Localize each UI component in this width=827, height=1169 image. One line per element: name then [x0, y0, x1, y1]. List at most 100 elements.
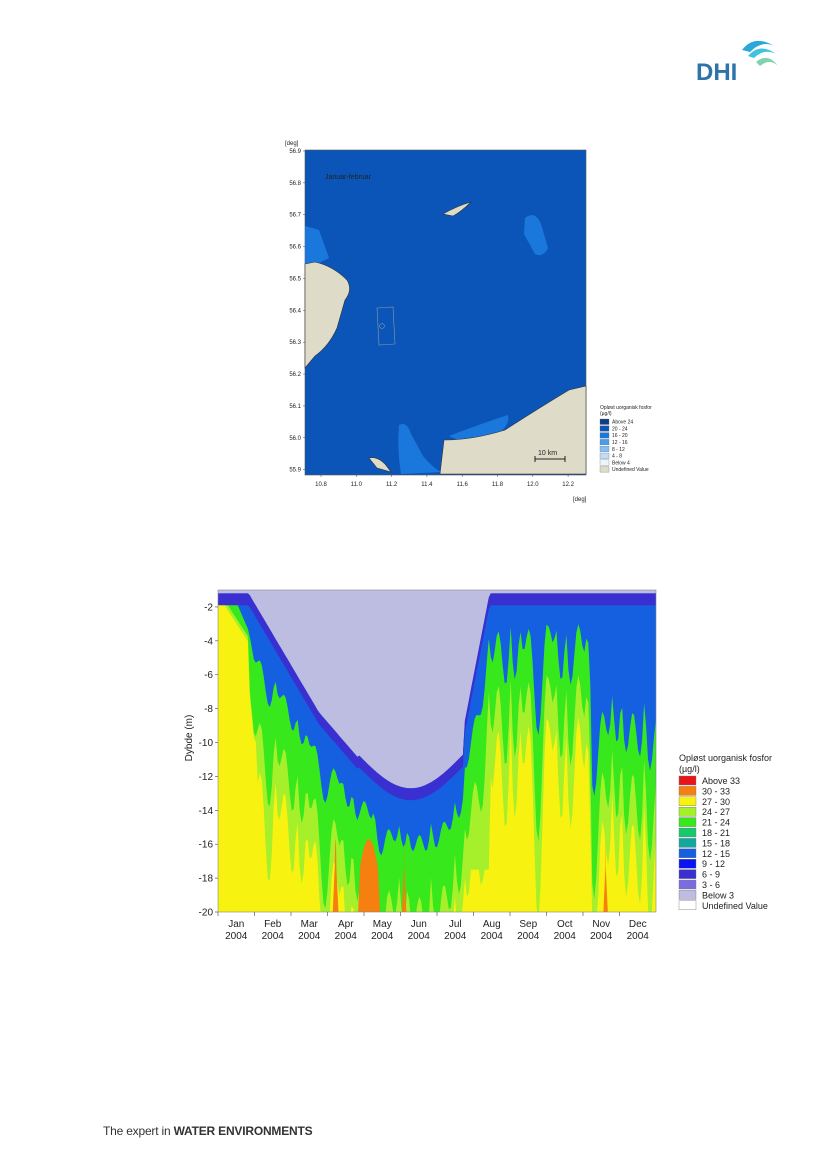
profile-legend-swatch: [678, 775, 697, 786]
island-north: [442, 201, 473, 217]
map-x-tick-label: 12.2: [562, 482, 574, 488]
map-y-tick-label: 56.8: [289, 181, 301, 187]
map-legend-swatch: [599, 466, 610, 473]
profile-year-label: 2004: [444, 931, 467, 942]
profile-month-label: Nov: [592, 919, 610, 930]
profile-legend-label: Below 3: [702, 890, 734, 900]
profile-month-label: Jul: [449, 919, 462, 930]
logo-wave-2: [748, 48, 776, 58]
profile-x-ticks: Jan2004Feb2004Mar2004Apr2004May2004Jun20…: [217, 912, 650, 942]
profile-band-lowest: [218, 590, 656, 789]
profile-legend-swatch: [678, 796, 697, 807]
station-marker: [379, 323, 385, 329]
map-x-ticks: 10.8 11.0 11.2 11.4 11.6 11.8 12.0 12.2: [315, 475, 575, 488]
profile-y-ticks: -2 -4 -6 -8 -10 -12 -14 -16 -18 -20: [199, 602, 218, 919]
map-legend-swatch: [599, 459, 610, 466]
map-y-tick-label: 55.9: [289, 468, 301, 474]
map-legend-label: Undefined Value: [612, 467, 649, 473]
logo-text: DHI: [696, 59, 737, 86]
map-y-tick-label: 56.7: [289, 213, 301, 219]
logo-wave-3: [756, 57, 778, 66]
map-y-tick-label: 56.3: [289, 340, 301, 346]
profile-y-tick-label: -12: [199, 772, 214, 783]
map-x-tick-label: 12.0: [527, 482, 539, 488]
profile-legend-title: Opløst uorganisk fosfor: [679, 753, 772, 763]
map-legend-swatch: [599, 418, 610, 425]
profile-legend-swatch: [678, 890, 697, 900]
map-y-tick-label: 56.4: [289, 308, 301, 314]
patch-south: [398, 424, 441, 474]
profile-band-fringe: [218, 590, 656, 801]
station-area: [376, 306, 396, 346]
profile-band-pocket: [603, 839, 608, 912]
map-legend-swatch: [599, 432, 610, 439]
profile-year-label: 2004: [335, 931, 358, 942]
profile-legend-label: 30 - 33: [702, 786, 730, 796]
map-x-tick-label: 11.0: [351, 482, 363, 488]
profile-legend-swatch: [678, 859, 697, 869]
island-south: [368, 457, 392, 473]
map-legend-label: Below 4: [612, 460, 630, 466]
profile-year-label: 2004: [517, 931, 540, 942]
profile-y-tick-label: -10: [199, 738, 214, 749]
map-x-tick-label: 11.2: [386, 482, 398, 488]
map-legend-unit: (µg/l): [600, 411, 612, 417]
profile-legend-swatch: [678, 879, 697, 890]
profile-year-label: 2004: [298, 931, 321, 942]
map-y-tick-label: 56.2: [289, 372, 301, 378]
map-x-tick-label: 11.4: [421, 482, 433, 488]
period-label: Januar-februar: [325, 174, 372, 181]
profile-legend-label: Undefined Value: [702, 901, 768, 911]
profile-year-label: 2004: [481, 931, 504, 942]
map-x-tick-label: 10.8: [315, 482, 327, 488]
footer-tagline: The expert in WATER ENVIRONMENTS: [103, 1124, 313, 1138]
profile-y-tick-label: -16: [199, 840, 214, 851]
map-legend-label: 16 - 20: [612, 433, 628, 439]
profile-legend-swatch: [678, 786, 697, 796]
map-y-tick-label: 56.1: [289, 404, 301, 410]
map-legend-title: Opløst uorganisk fosfor: [600, 405, 652, 411]
map-x-unit: [deg]: [573, 497, 587, 503]
profile-y-tick-label: -14: [199, 806, 214, 817]
map-legend-swatch: [599, 452, 610, 459]
map-legend-swatch: [599, 446, 610, 452]
profile-y-tick-label: -18: [199, 874, 214, 885]
map-y-tick-label: 56.9: [289, 149, 301, 155]
map-legend-swatch: [599, 425, 610, 432]
profile-legend-swatch: [678, 869, 697, 879]
profile-y-tick-label: -2: [204, 602, 213, 613]
profile-month-label: Mar: [301, 919, 319, 930]
land-southeast: [439, 385, 587, 475]
phosphorus-map: [deg] 56.9 56.8 56.7 56.6 56.5 56.4 56.3 56.2 56…: [285, 141, 652, 503]
profile-legend-swatch: [678, 900, 697, 910]
profile-legend-label: 21 - 24: [702, 818, 730, 828]
profile-year-label: 2004: [554, 931, 577, 942]
profile-legend-label: 9 - 12: [702, 859, 725, 869]
map-y-tick-label: 56.6: [289, 245, 301, 251]
profile-legend-label: 12 - 15: [702, 849, 730, 859]
profile-band-pocket: [332, 839, 339, 912]
profile-band-pocket: [358, 839, 381, 912]
map-y-ticks: 56.9 56.8 56.7 56.6 56.5 56.4 56.3 56.2 56.1 56.0…: [289, 149, 305, 474]
dhi-logo: DHI: [696, 40, 778, 86]
profile-legend-swatch: [678, 848, 697, 858]
profile-year-label: 2004: [627, 931, 650, 942]
profile-year-label: 2004: [590, 931, 613, 942]
profile-year-label: 2004: [408, 931, 431, 942]
footer-text-light: The expert in: [103, 1124, 174, 1138]
profile-y-label: Dybde (m): [184, 715, 195, 762]
logo-wave-1: [742, 40, 774, 52]
map-x-tick-label: 11.8: [492, 482, 504, 488]
land-west: [304, 261, 350, 369]
profile-year-label: 2004: [225, 931, 248, 942]
map-legend-label: 20 - 24: [612, 426, 628, 432]
map-legend-label: 12 - 16: [612, 440, 628, 446]
profile-month-label: May: [373, 919, 392, 930]
profile-legend-swatch: [678, 806, 697, 817]
profile-month-label: Aug: [483, 919, 501, 930]
profile-month-label: Feb: [264, 919, 282, 930]
map-y-tick-label: 56.5: [289, 276, 301, 282]
profile-legend-label: 6 - 9: [702, 870, 720, 880]
map-legend-label: 4 - 8: [612, 454, 622, 460]
profile-legend-label: 27 - 30: [702, 797, 730, 807]
